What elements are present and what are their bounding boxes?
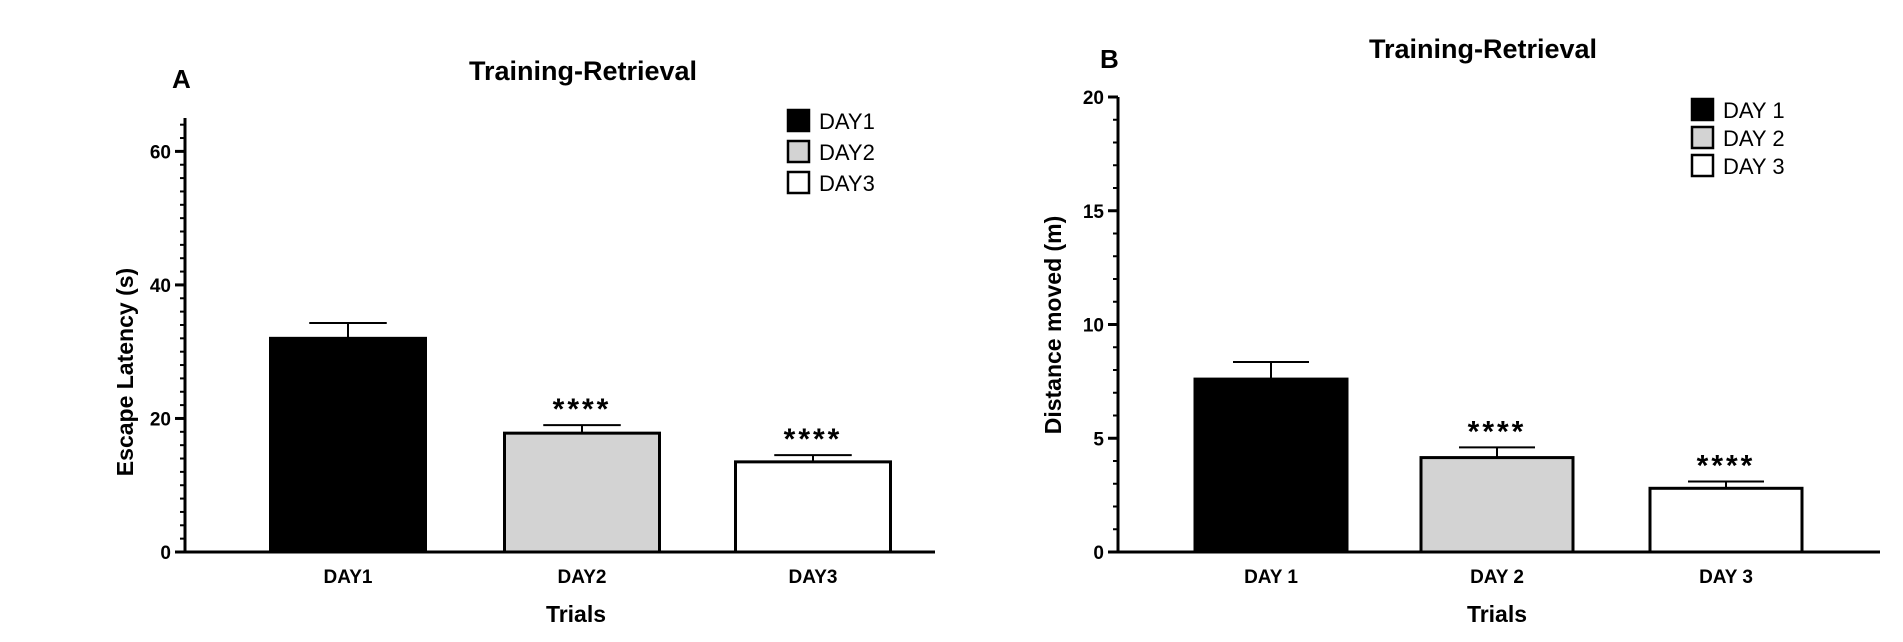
bar-a-1 (269, 336, 427, 554)
significance-a-3: **** (784, 423, 843, 456)
bar-a-2 (503, 431, 661, 554)
legend-swatch-a-2 (786, 139, 811, 164)
chart-title-b: Training-Retrieval (1369, 34, 1597, 64)
chart-title-a: Training-Retrieval (469, 56, 697, 86)
plot-area-a: DAY1 **** DAY2 **** DAY3 0 20 40 60 (150, 118, 935, 588)
y-tick-label-a-3: 40 (150, 276, 171, 297)
y-tick-label-b-3: 10 (1083, 316, 1104, 337)
legend-label-b-3: DAY 3 (1723, 154, 1785, 179)
y-tick-label-a-1: 0 (160, 543, 171, 564)
x-tick-label-b-1: DAY 1 (1244, 567, 1298, 588)
x-axis-title-b: Trials (1467, 601, 1527, 627)
panel-label-b: B (1100, 44, 1119, 74)
x-tick-label-a-2: DAY2 (558, 567, 607, 588)
x-axis-title-a: Trials (546, 601, 606, 627)
y-tick-label-b-4: 15 (1083, 202, 1105, 223)
x-tick-label-a-1: DAY1 (324, 567, 373, 588)
legend-swatch-b-1 (1690, 97, 1715, 122)
x-tick-label-b-3: DAY 3 (1699, 567, 1753, 588)
panel-label-a: A (172, 64, 191, 94)
legend-label-b-1: DAY 1 (1723, 98, 1785, 123)
y-tick-label-b-5: 20 (1083, 88, 1104, 109)
plot-area-b: DAY 1 **** DAY 2 **** DAY 3 0 5 10 15 20 (1083, 88, 1880, 588)
y-tick-label-b-2: 5 (1093, 429, 1104, 450)
legend-b: DAY 1 DAY 2 DAY 3 (1690, 97, 1785, 179)
legend-swatch-a-1 (786, 108, 811, 133)
bar-a-3 (734, 460, 892, 554)
chart-a: A Training-Retrieval Escape Latency (s) … (112, 56, 935, 627)
legend-a: DAY1 DAY2 DAY3 (786, 108, 875, 196)
significance-b-2: **** (1468, 415, 1527, 448)
y-tick-label-b-1: 0 (1093, 543, 1104, 564)
legend-swatch-a-3 (786, 170, 811, 195)
legend-label-a-3: DAY3 (819, 171, 875, 196)
bar-b-2 (1419, 456, 1575, 554)
legend-label-a-2: DAY2 (819, 140, 875, 165)
legend-swatch-b-3 (1690, 153, 1715, 178)
y-tick-label-a-2: 20 (150, 409, 171, 430)
y-tick-label-a-4: 60 (150, 142, 171, 163)
y-axis-title-b: Distance moved (m) (1040, 216, 1066, 435)
significance-a-2: **** (553, 393, 612, 426)
bar-b-1 (1193, 377, 1349, 554)
chart-b: B Training-Retrieval Distance moved (m) … (1040, 34, 1880, 627)
x-tick-label-a-3: DAY3 (789, 567, 838, 588)
legend-swatch-b-2 (1690, 125, 1715, 150)
significance-b-3: **** (1697, 449, 1756, 482)
legend-label-a-1: DAY1 (819, 109, 875, 134)
legend-label-b-2: DAY 2 (1723, 126, 1785, 151)
bar-b-3 (1648, 486, 1804, 554)
x-tick-label-b-2: DAY 2 (1470, 567, 1524, 588)
y-axis-title-a: Escape Latency (s) (112, 268, 138, 476)
